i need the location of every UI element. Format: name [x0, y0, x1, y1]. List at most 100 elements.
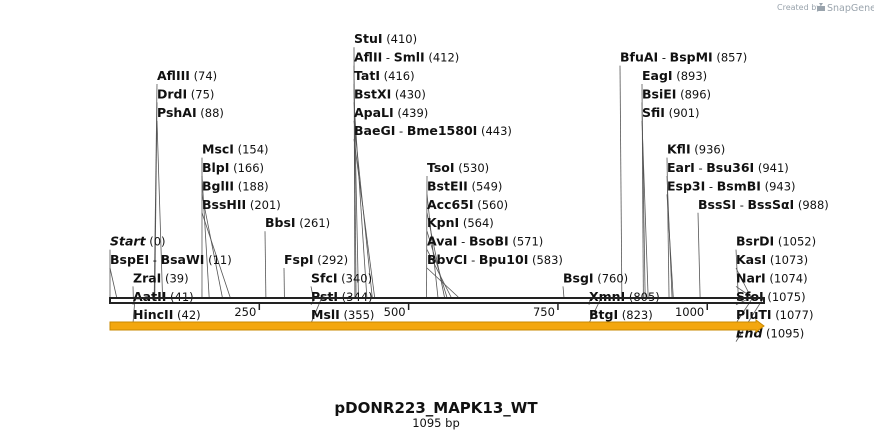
site-bglii[interactable]: BglII (188) [202, 178, 269, 193]
site-label[interactable]: AflIII (74) [157, 68, 217, 83]
site-label[interactable]: MslI (355) [311, 307, 374, 322]
site-bsgi[interactable]: BsgI (760) [563, 270, 628, 285]
full-length-feature-arrow[interactable] [109, 319, 765, 333]
site-drdi[interactable]: DrdI (75) [157, 86, 214, 101]
site-label[interactable]: AvaI - BsoBI (571) [427, 234, 543, 249]
site-aflii-smli[interactable]: AflII - SmlI (412) [354, 50, 459, 65]
site-sfii[interactable]: SfiI (901) [642, 105, 700, 120]
site-bfuai-bspmi[interactable]: BfuAI - BspMI (857) [620, 50, 747, 65]
site-label[interactable]: KasI (1073) [736, 252, 808, 267]
site-label[interactable]: KpnI (564) [427, 215, 494, 230]
site-label[interactable]: BssHII (201) [202, 197, 281, 212]
site-label[interactable]: SfoI (1075) [736, 289, 806, 304]
site-kpni[interactable]: KpnI (564) [427, 215, 494, 230]
site-nari[interactable]: NarI (1074) [736, 270, 808, 285]
site-pluti[interactable]: PluTI (1077) [736, 307, 813, 322]
site-label[interactable]: Acc65I (560) [427, 197, 508, 212]
site-label[interactable]: AatII (41) [133, 289, 194, 304]
site-label[interactable]: ApaLI (439) [354, 105, 428, 120]
site-start[interactable]: Start (0) [110, 234, 166, 249]
site-bsiei[interactable]: BsiEI (896) [642, 86, 711, 101]
site-eagi[interactable]: EagI (893) [642, 68, 707, 83]
site-bsssi-bsss-i[interactable]: BssSI - BssSαI (988) [698, 197, 829, 212]
site-bsshii[interactable]: BssHII (201) [202, 197, 281, 212]
site-label[interactable]: EarI - Bsu36I (941) [667, 160, 789, 175]
enzyme-name: SfiI [642, 105, 665, 120]
site-label[interactable]: EagI (893) [642, 68, 707, 83]
site-pshai[interactable]: PshAI (88) [157, 105, 224, 120]
site-sfoi[interactable]: SfoI (1075) [736, 289, 806, 304]
site-label[interactable]: DrdI (75) [157, 86, 214, 101]
plasmid-length: 1095 bp [412, 416, 460, 430]
site-label[interactable]: XmnI (805) [589, 289, 660, 304]
enzyme-name: ZraI [133, 270, 161, 285]
site-bstxi[interactable]: BstXI (430) [354, 86, 426, 101]
site-label[interactable]: NarI (1074) [736, 270, 808, 285]
site-label[interactable]: KflI (936) [667, 142, 725, 157]
site-label[interactable]: BglII (188) [202, 178, 269, 193]
site-tsoi[interactable]: TsoI (530) [427, 160, 489, 175]
site-apali[interactable]: ApaLI (439) [354, 105, 428, 120]
site-bspei-bsawi[interactable]: BspEI - BsaWI (11) [110, 252, 232, 267]
site-label[interactable]: BbvCI - Bpu10I (583) [427, 252, 563, 267]
site-blpi[interactable]: BlpI (166) [202, 160, 264, 175]
site-label[interactable]: BtgI (823) [589, 307, 653, 322]
site-bbvci-bpu10i[interactable]: BbvCI - Bpu10I (583) [427, 252, 563, 267]
enzyme-name: Esp3I [667, 178, 705, 193]
site-label[interactable]: PstI (344) [311, 289, 373, 304]
site-label[interactable]: SfiI (901) [642, 105, 700, 120]
site-label[interactable]: PluTI (1077) [736, 307, 813, 322]
site-avai-bsobi[interactable]: AvaI - BsoBI (571) [427, 234, 543, 249]
site-sfci[interactable]: SfcI (340) [311, 270, 372, 285]
site-eari-bsu36i[interactable]: EarI - Bsu36I (941) [667, 160, 789, 175]
site-bsrdi[interactable]: BsrDI (1052) [736, 234, 816, 249]
site-aatii[interactable]: AatII (41) [133, 289, 194, 304]
site-label[interactable]: BstEII (549) [427, 178, 502, 193]
site-stui[interactable]: StuI (410) [354, 31, 417, 46]
site-fspi[interactable]: FspI (292) [284, 252, 348, 267]
site-label[interactable]: Esp3I - BsmBI (943) [667, 178, 796, 193]
site-acc65i[interactable]: Acc65I (560) [427, 197, 508, 212]
site-kfli[interactable]: KflI (936) [667, 142, 725, 157]
site-label[interactable]: MscI (154) [202, 142, 269, 157]
feature-arrow[interactable] [109, 319, 765, 333]
site-hincii[interactable]: HincII (42) [133, 307, 201, 322]
site-esp3i-bsmbi[interactable]: Esp3I - BsmBI (943) [667, 178, 796, 193]
dna-backbone [109, 297, 765, 304]
site-label[interactable]: TsoI (530) [427, 160, 489, 175]
site-xmni[interactable]: XmnI (805) [589, 289, 660, 304]
site-label[interactable]: BsiEI (896) [642, 86, 711, 101]
site-label[interactable]: BaeGI - Bme1580I (443) [354, 123, 512, 138]
site-psti[interactable]: PstI (344) [311, 289, 373, 304]
site-label[interactable]: BssSI - BssSαI (988) [698, 197, 829, 212]
site-zrai[interactable]: ZraI (39) [133, 270, 189, 285]
site-label[interactable]: BlpI (166) [202, 160, 264, 175]
site-label[interactable]: HincII (42) [133, 307, 201, 322]
site-btgi[interactable]: BtgI (823) [589, 307, 653, 322]
site-connector [201, 175, 210, 298]
site-label[interactable]: TatI (416) [354, 68, 415, 83]
site-connector [619, 65, 623, 298]
site-msli[interactable]: MslI (355) [311, 307, 374, 322]
site-label[interactable]: FspI (292) [284, 252, 348, 267]
site-label[interactable]: ZraI (39) [133, 270, 189, 285]
site-tati[interactable]: TatI (416) [354, 68, 415, 83]
site-label[interactable]: BstXI (430) [354, 86, 426, 101]
site-label[interactable]: PshAI (88) [157, 105, 224, 120]
site-label[interactable]: BfuAI - BspMI (857) [620, 50, 747, 65]
site-label[interactable]: BsgI (760) [563, 270, 628, 285]
site-label[interactable]: StuI (410) [354, 31, 417, 46]
site-kasi[interactable]: KasI (1073) [736, 252, 808, 267]
site-label[interactable]: Start (0) [110, 234, 166, 249]
site-label[interactable]: AflII - SmlI (412) [354, 50, 459, 65]
site-msci[interactable]: MscI (154) [202, 142, 269, 157]
enzyme-name: BlpI [202, 160, 229, 175]
site-baegi-bme1580i[interactable]: BaeGI - Bme1580I (443) [354, 123, 512, 138]
site-label[interactable]: SfcI (340) [311, 270, 372, 285]
site-label[interactable]: BsrDI (1052) [736, 234, 816, 249]
site-bsteii[interactable]: BstEII (549) [427, 178, 502, 193]
site-label[interactable]: BspEI - BsaWI (11) [110, 252, 232, 267]
site-bbsi[interactable]: BbsI (261) [265, 215, 330, 230]
site-label[interactable]: BbsI (261) [265, 215, 330, 230]
site-afliii[interactable]: AflIII (74) [157, 68, 217, 83]
